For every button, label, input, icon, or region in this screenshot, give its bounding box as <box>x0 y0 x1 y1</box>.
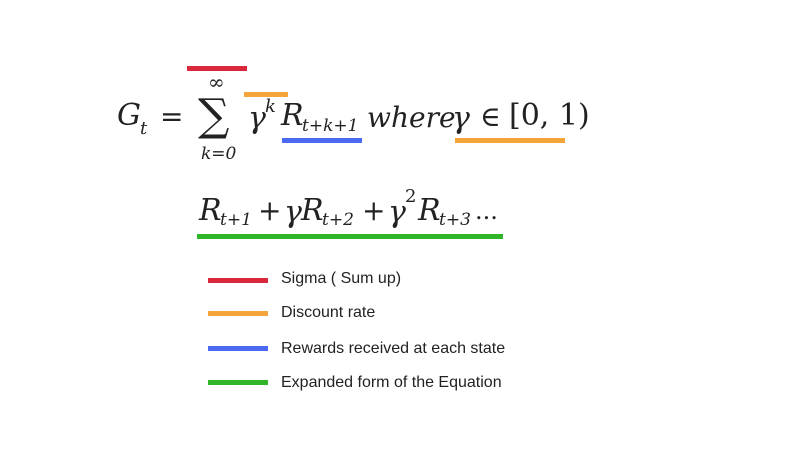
legend-label-discount: Discount rate <box>281 304 376 321</box>
expansion-gamma-1: γ <box>284 195 302 230</box>
reward-symbol: R <box>281 98 304 133</box>
legend-label-expanded: Expanded form of the Equation <box>281 374 502 391</box>
sigma-highlight-bar <box>187 66 247 71</box>
legend-swatch-sigma <box>208 278 268 283</box>
expansion-ellipsis: ... <box>475 197 498 225</box>
return-subscript: t <box>140 118 148 139</box>
expansion-plus-2: + <box>362 194 386 227</box>
expansion-reward-3: R <box>418 193 441 228</box>
equals-sign: = <box>160 100 184 133</box>
return-symbol: G <box>117 98 141 133</box>
reward-highlight-bar <box>282 138 362 143</box>
expansion-gamma-2: γ <box>388 195 406 230</box>
legend-swatch-rewards <box>208 346 268 351</box>
reward-subscript: t+k+1 <box>302 116 359 136</box>
where-text: where <box>367 101 456 134</box>
expansion-reward-1: R <box>199 193 222 228</box>
expansion-plus-1: + <box>258 194 282 227</box>
legend-swatch-expanded <box>208 380 268 385</box>
expansion-reward-1-subscript: t+1 <box>220 210 252 230</box>
expansion-highlight-bar <box>197 234 503 239</box>
expansion-reward-2: R <box>301 193 324 228</box>
sigma-symbol: ∑ <box>198 90 230 141</box>
discount-gamma: γ <box>248 101 266 136</box>
gamma-interval: [0, 1) <box>509 98 590 133</box>
element-of-symbol: ∈ <box>480 100 501 133</box>
sum-upper-limit: ∞ <box>208 70 225 94</box>
sum-lower-limit: k=0 <box>201 144 237 164</box>
legend-label-rewards: Rewards received at each state <box>281 340 506 357</box>
discount-power-highlight-bar <box>244 92 288 97</box>
expansion-reward-3-subscript: t+3 <box>439 210 471 230</box>
gamma-range-highlight-bar <box>455 138 565 143</box>
expansion-gamma-2-exponent: 2 <box>405 186 417 207</box>
expansion-reward-2-subscript: t+2 <box>322 210 354 230</box>
gamma-symbol: γ <box>452 101 470 136</box>
legend-label-sigma: Sigma ( Sum up) <box>281 270 402 287</box>
discount-exponent: k <box>265 96 276 117</box>
legend-swatch-discount <box>208 311 268 316</box>
